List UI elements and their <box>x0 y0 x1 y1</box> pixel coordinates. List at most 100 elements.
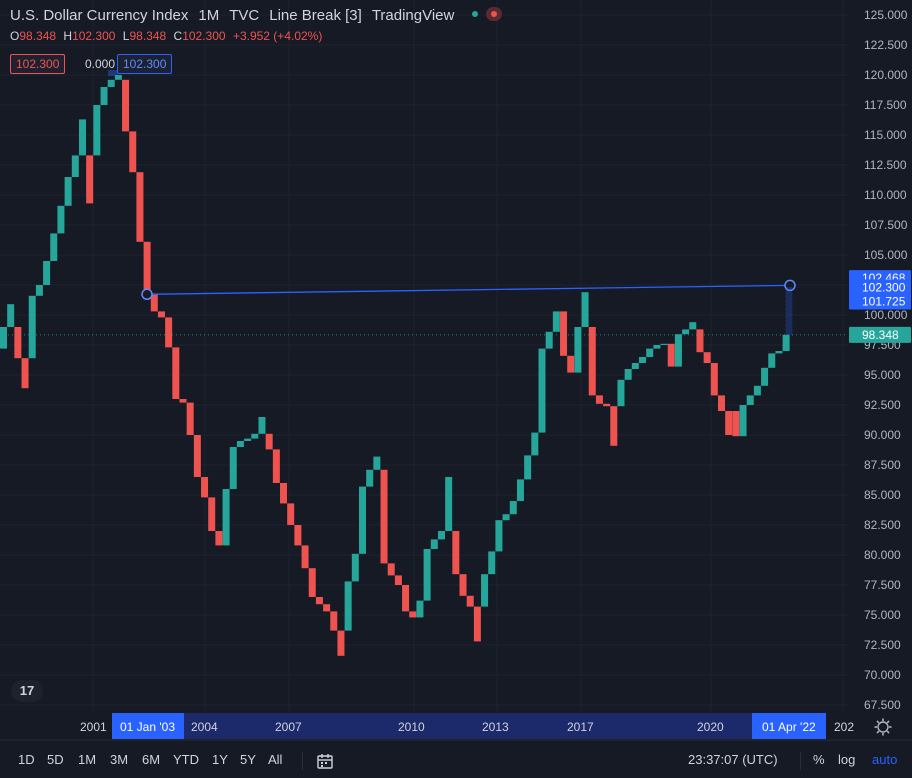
line-break-block-down <box>165 317 173 348</box>
trend-line[interactable] <box>146 284 791 295</box>
price-tick-label: 117.500 <box>864 98 907 112</box>
timeframe-6m[interactable]: 6M <box>142 752 161 767</box>
timeframe-5d[interactable]: 5D <box>47 752 64 767</box>
line-break-block-down <box>122 79 130 132</box>
line-break-block-down <box>610 406 618 446</box>
price-axis-label: 102.300 <box>862 280 906 294</box>
line-break-block-down <box>157 311 165 318</box>
time-tick-label: 202 <box>834 720 854 734</box>
time-tick-label: 2013 <box>482 720 509 734</box>
line-break-block-up <box>552 311 560 332</box>
timeframe-1m[interactable]: 1M <box>78 752 97 767</box>
line-break-block-up <box>114 75 122 80</box>
market-status-icon[interactable] <box>464 6 508 22</box>
line-break-block-down <box>294 525 302 546</box>
timeframe-3m[interactable]: 3M <box>110 752 129 767</box>
line-break-block-down <box>603 403 611 407</box>
gear-tooth <box>876 720 880 724</box>
price-tick-label: 115.000 <box>864 128 907 142</box>
auto-toggle[interactable]: auto <box>872 752 898 767</box>
line-break-block-down <box>323 604 331 612</box>
line-break-block-up <box>682 329 690 335</box>
line-break-block-up <box>531 432 539 456</box>
line-break-block-down <box>588 327 596 396</box>
price-axis-label: 98.348 <box>862 328 899 342</box>
calendar-icon[interactable] <box>316 752 334 770</box>
price-tick-label: 72.500 <box>864 638 901 652</box>
price-tick-label: 100.000 <box>864 308 908 322</box>
symbol-title[interactable]: U.S. Dollar Currency Index <box>10 7 189 24</box>
trendline-anchor-end[interactable] <box>784 279 796 292</box>
price-tick-label: 110.000 <box>864 188 907 202</box>
measure-delta: 0.000 <box>85 57 116 71</box>
price-tick-label: 105.000 <box>864 248 908 262</box>
time-range-highlight <box>112 713 826 739</box>
line-break-block-up <box>71 155 79 177</box>
line-break-block-down <box>330 611 338 631</box>
line-break-block-up <box>344 581 352 631</box>
line-break-block-down <box>193 435 201 477</box>
measure-left-price[interactable]: 102.300 <box>10 54 66 74</box>
close-label: C <box>173 29 183 43</box>
timeframe-all[interactable]: All <box>268 752 283 767</box>
line-break-block-up <box>423 549 431 601</box>
time-axis[interactable]: 2001 2004 2007 2010 2013 2017 2020 202 01 Jan '0… <box>0 712 912 741</box>
line-break-block-down <box>129 131 137 173</box>
line-break-block-down <box>718 395 725 411</box>
price-tick-label: 67.500 <box>864 698 901 712</box>
price-tick-label: 90.000 <box>864 428 901 442</box>
line-break-block-down <box>186 402 194 435</box>
line-break-block-up <box>28 295 36 359</box>
measure-range-box <box>785 286 793 336</box>
drawing-overlay[interactable] <box>0 70 848 336</box>
price-tick-label: 125.000 <box>864 8 908 22</box>
line-break-block-down <box>387 563 395 576</box>
line-break-block-up <box>351 553 359 582</box>
line-break-block-down <box>272 449 280 483</box>
price-tick-label: 112.500 <box>864 158 907 172</box>
timeframe-ytd[interactable]: YTD <box>173 752 199 767</box>
utc-clock[interactable]: 23:37:07 (UTC) <box>688 752 778 767</box>
line-break-block-up <box>574 327 582 373</box>
time-label-start: 01 Jan '03 <box>120 720 175 734</box>
price-axis-label-box <box>849 326 911 343</box>
line-break-block-up <box>437 531 445 540</box>
line-break-block-up <box>244 438 252 441</box>
open-value: 98.348 <box>19 29 57 43</box>
line-break-block-up <box>57 205 65 234</box>
timeframe-1y[interactable]: 1Y <box>212 752 228 767</box>
tradingview-logo-icon[interactable]: 17 <box>11 680 43 702</box>
line-break-block-down <box>201 477 209 498</box>
line-break-block-up <box>502 514 510 521</box>
line-break-block-down <box>337 630 345 656</box>
log-toggle[interactable]: log <box>838 752 856 767</box>
timeframe-1d[interactable]: 1D <box>18 752 35 767</box>
price-axis[interactable]: 125.000 122.500 120.000 117.500 115.000 112.5… <box>848 0 912 712</box>
percent-toggle[interactable]: % <box>813 752 825 767</box>
chart-type-label[interactable]: Line Break [3] <box>269 7 362 24</box>
interval-label[interactable]: 1M <box>198 7 220 24</box>
line-break-block-down <box>301 545 309 569</box>
line-break-block-down <box>402 585 410 612</box>
trendline-anchor-start[interactable] <box>141 288 153 301</box>
line-break-block-down <box>21 358 29 389</box>
price-axis-background <box>848 0 912 712</box>
time-label-end: 01 Apr '22 <box>762 720 816 734</box>
line-break-block-up <box>416 600 424 618</box>
price-axis-label-box <box>849 279 911 296</box>
line-break-block-down <box>560 311 568 356</box>
measure-right-price[interactable]: 102.300 <box>117 54 173 74</box>
time-label-end-box <box>752 713 826 739</box>
low-value: 98.348 <box>129 29 167 43</box>
line-break-block-up <box>761 367 769 386</box>
line-break-block-up <box>624 369 632 380</box>
settings-gear-icon[interactable] <box>874 718 892 736</box>
line-break-block-up <box>43 261 51 285</box>
line-break-block-up <box>524 455 532 480</box>
line-break-block-down <box>394 575 402 585</box>
line-break-block-down <box>179 399 187 403</box>
line-break-block-up <box>639 357 647 363</box>
line-break-block-up <box>93 105 101 156</box>
timeframe-5y[interactable]: 5Y <box>240 752 256 767</box>
